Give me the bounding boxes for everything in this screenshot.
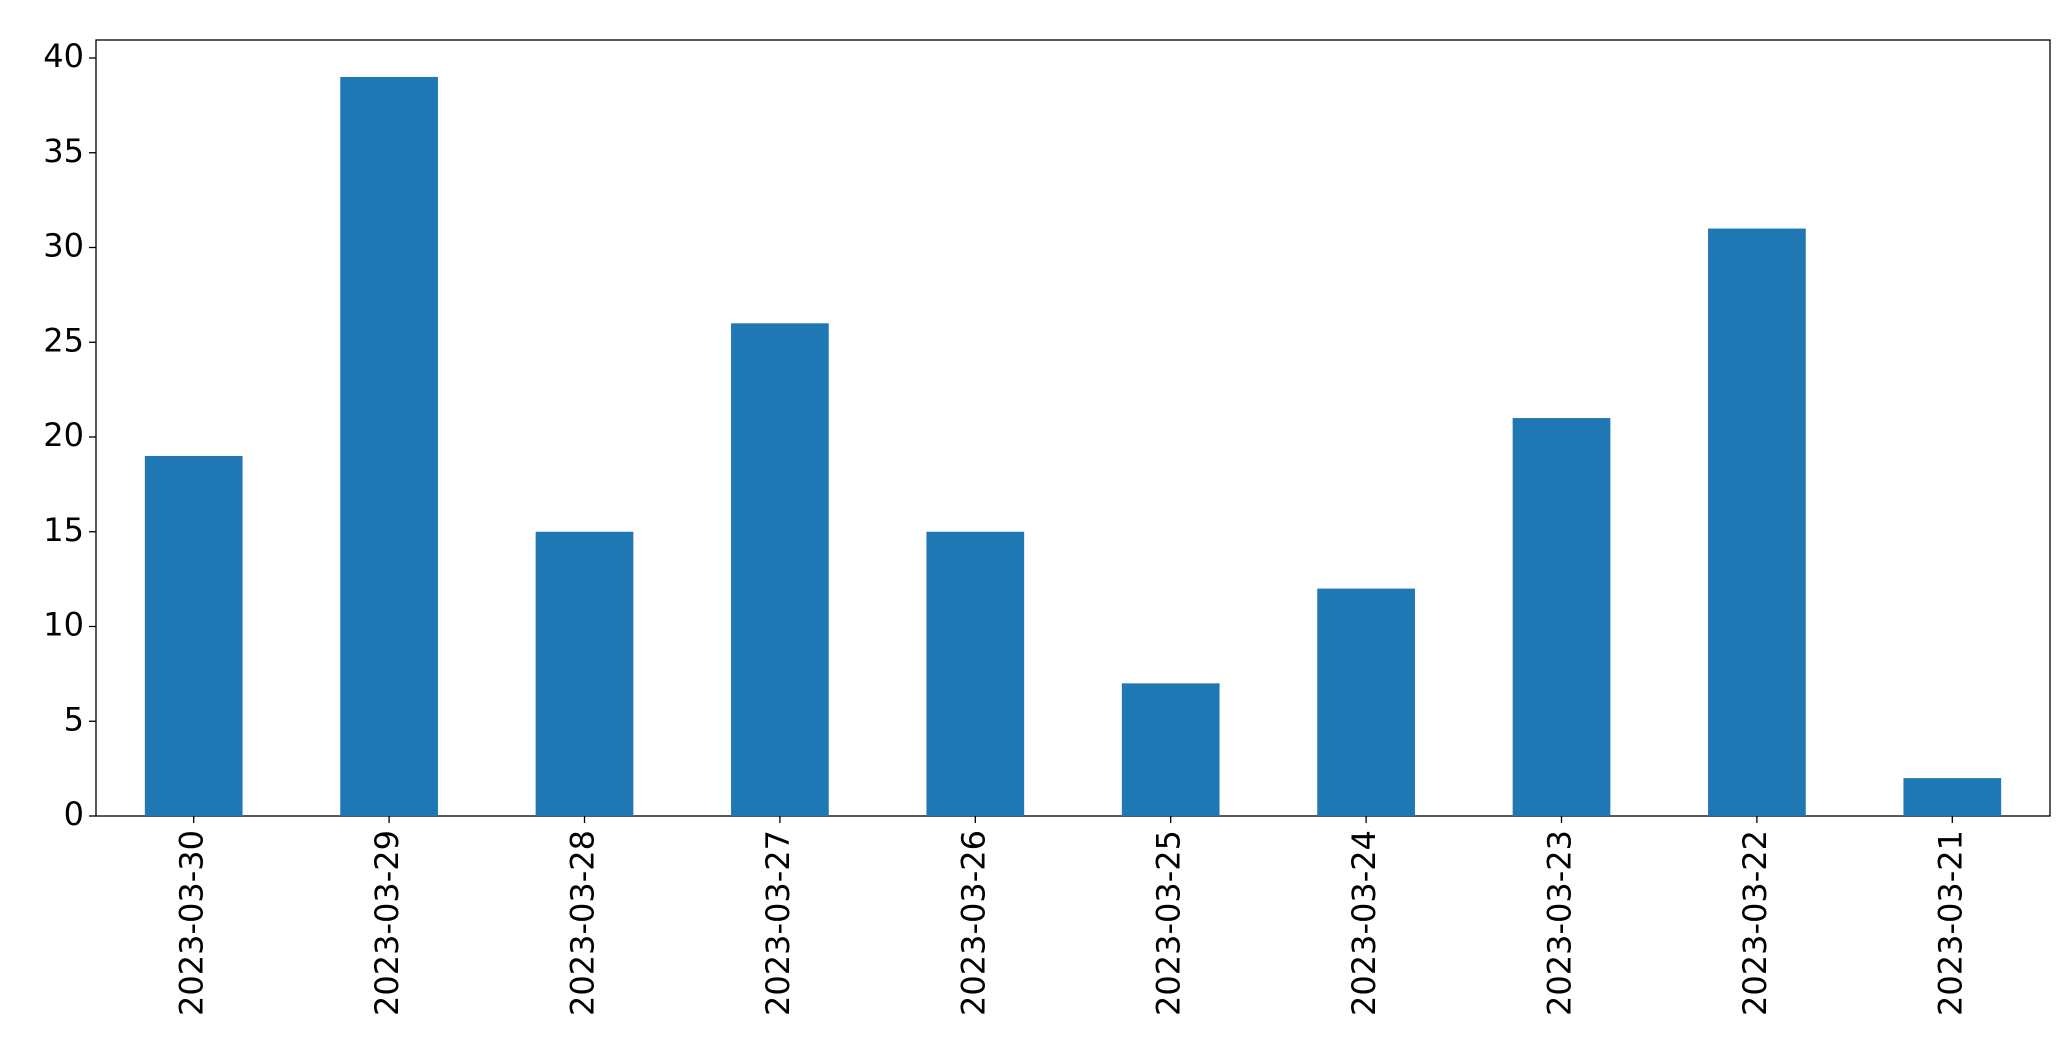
- x-tick-label: 2023-03-28: [564, 830, 602, 1016]
- x-tick-label: 2023-03-24: [1345, 830, 1383, 1016]
- bar: [1903, 778, 2002, 816]
- x-tick-label: 2023-03-21: [1931, 830, 1969, 1016]
- x-tick-label: 2023-03-25: [1150, 830, 1188, 1016]
- y-tick-label: 5: [64, 700, 84, 738]
- x-tick-label: 2023-03-27: [759, 830, 797, 1016]
- bar: [144, 455, 243, 816]
- bar: [926, 531, 1025, 816]
- bar: [1512, 418, 1611, 816]
- x-tick-label: 2023-03-22: [1736, 830, 1774, 1016]
- x-tick-label: 2023-03-29: [368, 830, 406, 1016]
- bar: [731, 323, 829, 816]
- y-tick-label: 10: [43, 606, 84, 644]
- bar: [535, 531, 634, 816]
- bar: [340, 76, 438, 816]
- x-tick-label: 2023-03-30: [173, 830, 211, 1016]
- x-tick-label: 2023-03-26: [954, 830, 992, 1016]
- y-tick-label: 40: [43, 37, 84, 75]
- y-tick-label: 25: [43, 321, 84, 359]
- y-tick-label: 30: [43, 227, 84, 265]
- x-tick-label: 2023-03-23: [1541, 830, 1579, 1016]
- y-tick-label: 35: [43, 132, 84, 170]
- axes-frame: [95, 39, 2051, 817]
- y-tick-label: 20: [43, 416, 84, 454]
- bar: [1708, 228, 1806, 817]
- y-tick-label: 15: [43, 511, 84, 549]
- bar: [1121, 683, 1220, 816]
- bar: [1317, 588, 1415, 816]
- y-tick-label: 0: [64, 795, 84, 833]
